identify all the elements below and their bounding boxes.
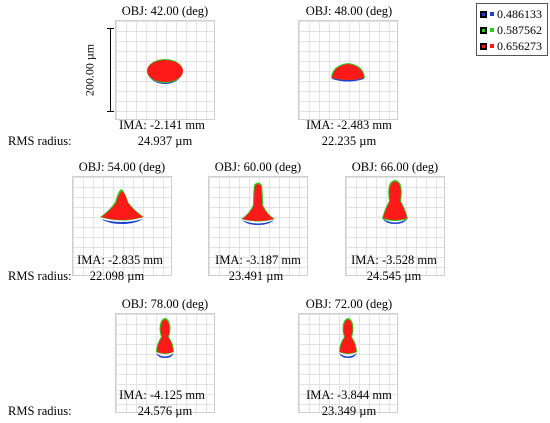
rms-radius-label: RMS radius:: [8, 269, 72, 283]
rms-radius-value: 23.491 µm: [228, 269, 284, 283]
legend-item: 0.486133: [480, 6, 542, 22]
rms-radius-value: 23.349 µm: [321, 404, 377, 418]
spot-red: [383, 181, 407, 220]
scale-label: 200.00 µm: [82, 43, 97, 97]
field-angle-label: OBJ: 60.00 (deg): [214, 160, 302, 174]
spot-red: [101, 191, 143, 220]
image-height-label: IMA: -4.125 mm: [119, 388, 205, 402]
rms-radius-value: 24.576 µm: [137, 404, 193, 418]
spot-red: [157, 319, 173, 354]
legend-item: 0.656273: [480, 38, 542, 54]
rms-radius-label: RMS radius:: [8, 134, 72, 148]
spot-red: [340, 319, 356, 354]
image-height-label: IMA: -2.835 mm: [77, 253, 163, 267]
rms-radius-value: 22.235 µm: [321, 134, 377, 148]
spot-diagram: [115, 313, 215, 413]
field-angle-label: OBJ: 78.00 (deg): [121, 297, 209, 311]
legend-item: 0.587562: [480, 22, 542, 38]
spot-diagram: [345, 176, 445, 276]
image-height-label: IMA: -3.844 mm: [306, 388, 392, 402]
wavelength-legend: 0.486133 0.587562 0.656273: [476, 3, 548, 56]
spot-diagram: [298, 20, 398, 120]
image-height-label: IMA: -3.528 mm: [351, 253, 437, 267]
field-angle-label: OBJ: 72.00 (deg): [305, 297, 393, 311]
rms-radius-value: 24.937 µm: [137, 134, 193, 148]
spot-blue: [339, 353, 357, 358]
field-angle-label: OBJ: 42.00 (deg): [121, 4, 209, 18]
spot-blue: [156, 353, 174, 358]
rms-radius-value: 24.545 µm: [366, 269, 422, 283]
spot-diagram: [208, 176, 308, 276]
field-angle-label: OBJ: 54.00 (deg): [78, 160, 166, 174]
spot-blue: [242, 220, 274, 225]
spot-diagram: [72, 176, 172, 276]
image-height-label: IMA: -2.483 mm: [306, 118, 392, 132]
image-height-label: IMA: -2.141 mm: [119, 118, 205, 132]
image-height-label: IMA: -3.187 mm: [215, 253, 301, 267]
spot-red: [242, 184, 274, 221]
spot-blue: [383, 219, 407, 224]
rms-radius-value: 22.098 µm: [89, 269, 145, 283]
spot-red: [147, 60, 183, 82]
spot-diagram: [115, 20, 215, 120]
rms-radius-label: RMS radius:: [8, 404, 72, 418]
spot-diagram: [298, 313, 398, 413]
field-angle-label: OBJ: 48.00 (deg): [305, 4, 393, 18]
spot-red: [332, 64, 364, 80]
field-angle-label: OBJ: 66.00 (deg): [351, 160, 439, 174]
spot-blue: [101, 219, 143, 224]
scale-bar: [107, 28, 114, 112]
